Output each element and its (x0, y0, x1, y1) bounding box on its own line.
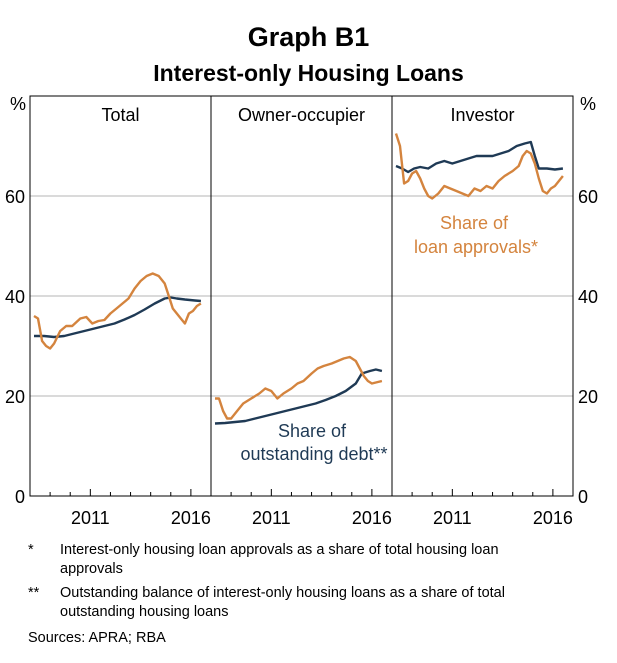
chart-area: 0 0 20 20 40 40 60 60% % Total 2011 2016 Owner-occup… (5, 94, 598, 528)
panel-title-2: Investor (450, 105, 514, 125)
x-tick-label-1-2011: 2011 (252, 508, 291, 528)
x-tick-label-1-2016: 2016 (352, 508, 392, 528)
series-approvals-panel-2 (394, 133, 564, 200)
series-debt-panel-0 (34, 296, 201, 339)
series-approvals-panel-0 (33, 272, 202, 350)
y-tick-right-60: 60 (578, 187, 598, 207)
panel-title-0: Total (101, 105, 139, 125)
y-tick-left-20: 20 (5, 387, 25, 407)
annotation-1-line-1: loan approvals* (414, 237, 538, 257)
y-tick-right-40: 40 (578, 287, 598, 307)
footnote-1-text: Interest-only housing loan approvals as … (60, 542, 499, 577)
panel-title-1: Owner-occupier (238, 105, 365, 125)
x-tick-label-2-2016: 2016 (533, 508, 573, 528)
y-unit-left: % (10, 94, 26, 114)
x-tick-label-0-2016: 2016 (171, 508, 211, 528)
footnote-2-text: Outstanding balance of interest-only hou… (60, 585, 505, 620)
chart-subtitle: Interest-only Housing Loans (153, 60, 464, 86)
y-tick-right-0: 0 (578, 487, 588, 507)
x-tick-label-0-2011: 2011 (71, 508, 110, 528)
y-tick-right-20: 20 (578, 387, 598, 407)
x-tick-label-2-2011: 2011 (433, 508, 472, 528)
y-tick-left-40: 40 (5, 287, 25, 307)
footnote-1-mark: * (28, 542, 34, 558)
y-unit-right: % (580, 94, 596, 114)
annotation-0-line-1: outstanding debt** (240, 444, 387, 464)
annotation-1-line-0: Share of (440, 213, 509, 233)
y-tick-left-60: 60 (5, 187, 25, 207)
sources: Sources: APRA; RBA (28, 630, 166, 646)
series-debt-panel-2 (395, 140, 564, 174)
footnote-2-mark: ** (28, 585, 40, 601)
annotation-0-line-0: Share of (278, 421, 347, 441)
chart-title: Graph B1 (247, 22, 370, 52)
plot-frame (29, 95, 574, 497)
series-approvals-panel-1 (215, 355, 383, 420)
y-tick-left-0: 0 (15, 487, 25, 507)
